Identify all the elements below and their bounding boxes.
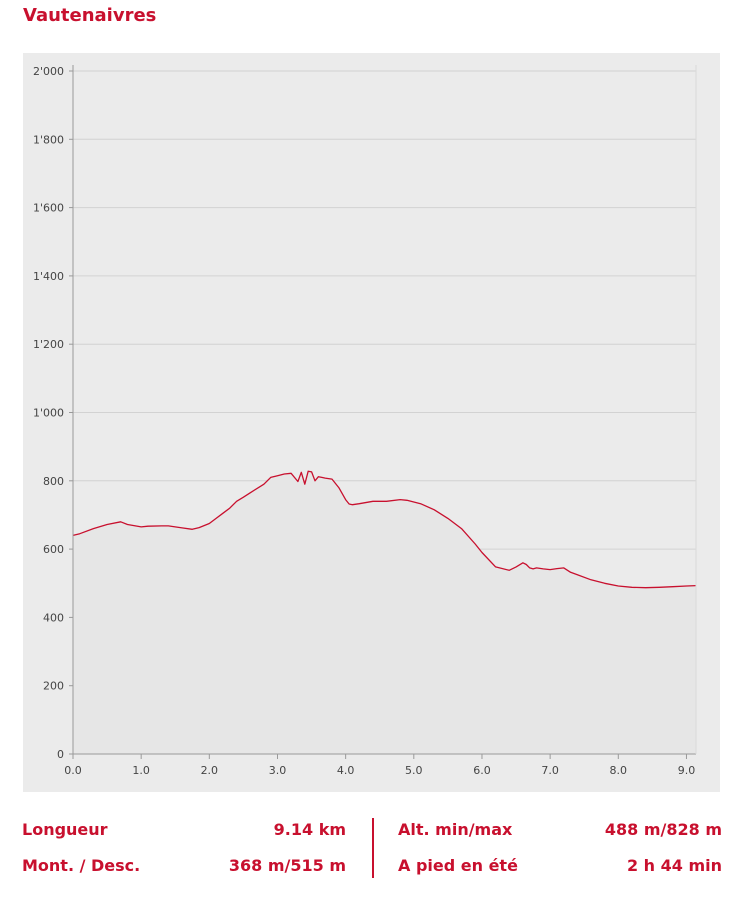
ascent-descent-label: Mont. / Desc.: [22, 856, 141, 875]
walking-time-value: 2 h 44 min: [626, 856, 722, 875]
x-tick-label: 7.0: [541, 764, 559, 777]
elevation-profile-chart: 0 200 400 600 800 1'000 1'200 1'400 1'600 1'800 2'…: [33, 65, 697, 777]
y-tick-label: 0: [57, 748, 64, 761]
walking-time-label: A pied en été: [398, 856, 518, 875]
y-tick-label: 1'800: [33, 133, 64, 146]
y-tick-label: 1'400: [33, 270, 64, 283]
x-tick-label: 1.0: [132, 764, 150, 777]
elevation-line: [72, 470, 697, 589]
y-tick-label: 2'000: [33, 65, 64, 78]
elevation-area-layer: [72, 470, 697, 754]
y-tick-label: 600: [43, 543, 64, 556]
y-tick-label: 200: [43, 680, 64, 693]
elevation-chart-panel: 0 200 400 600 800 1'000 1'200 1'400 1'600 1'800 2'…: [23, 53, 720, 792]
axes: [69, 65, 697, 759]
elevation-area: [73, 471, 696, 754]
x-tick-label: 8.0: [610, 764, 628, 777]
x-tick-label: 0.0: [64, 764, 82, 777]
route-title: Vautenaivres: [23, 5, 157, 26]
x-tick-labels: 0.0 1.0 2.0 3.0 4.0 5.0 6.0 7.0 8.0 9.0: [64, 764, 695, 777]
length-label: Longueur: [22, 820, 108, 839]
x-tick-label: 4.0: [337, 764, 355, 777]
altitude-value: 488 m/828 m: [604, 820, 722, 839]
y-tick-labels: 0 200 400 600 800 1'000 1'200 1'400 1'600 1'800 2'…: [33, 65, 64, 761]
route-stats: Longueur 9.14 km Mont. / Desc. 368 m/515…: [22, 816, 722, 882]
ascent-descent-value: 368 m/515 m: [228, 856, 346, 875]
stats-divider: [372, 818, 374, 878]
y-tick-label: 1'000: [33, 407, 64, 420]
y-tick-label: 400: [43, 611, 64, 624]
x-tick-label: 9.0: [678, 764, 696, 777]
y-tick-label: 1'200: [33, 338, 64, 351]
x-tick-label: 3.0: [269, 764, 287, 777]
y-tick-label: 1'600: [33, 202, 64, 215]
y-tick-label: 800: [43, 475, 64, 488]
altitude-label: Alt. min/max: [398, 820, 513, 839]
length-value: 9.14 km: [273, 820, 346, 839]
x-tick-label: 2.0: [201, 764, 219, 777]
x-tick-label: 5.0: [405, 764, 423, 777]
x-tick-label: 6.0: [473, 764, 491, 777]
